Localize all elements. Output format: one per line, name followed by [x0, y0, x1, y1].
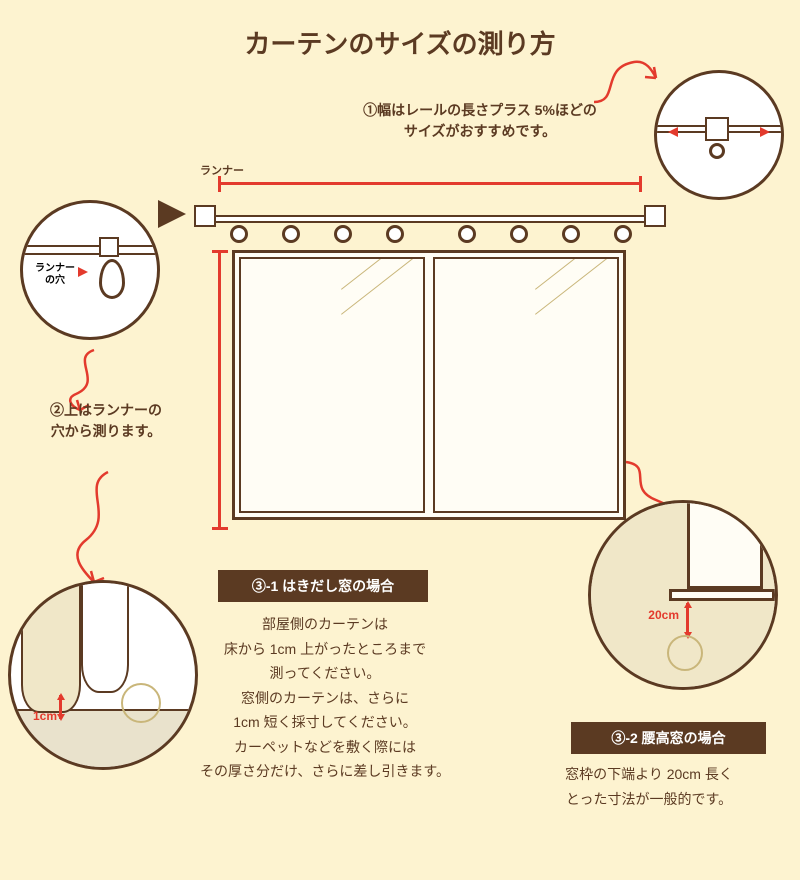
- sill-detail-circle: 20cm: [588, 500, 778, 690]
- floor-1cm-arrow-icon: [59, 695, 62, 719]
- instruction-1-line1: ①幅はレールの長さプラス 5%ほどの: [330, 100, 630, 121]
- runner-hole-label: ランナー の穴: [35, 263, 75, 287]
- runner-detail-ring: [99, 259, 125, 299]
- runner-detail-rail: [23, 245, 157, 255]
- curtain-ring: [386, 225, 404, 243]
- runner-detail-circle: ランナー の穴: [20, 200, 160, 340]
- runner-detail-runner: [99, 237, 119, 257]
- section-3-1-text: 部屋側のカーテンは 床から 1cm 上がったところまで 測ってください。 窓側の…: [160, 612, 490, 784]
- squiggle-arrow-top-right-icon: [590, 56, 660, 106]
- page-title: カーテンのサイズの測り方: [0, 0, 800, 61]
- rail-bracket-right: [644, 205, 666, 227]
- rail-end-bracket: [705, 117, 729, 141]
- runner-pointer-icon: [158, 200, 200, 228]
- squiggle-arrow-bottom-left-icon: [60, 470, 120, 588]
- floor-1cm-label: 1cm: [33, 709, 57, 723]
- p31-l2: 床から 1cm 上がったところまで: [160, 637, 490, 662]
- p31-l3: 測ってください。: [160, 661, 490, 686]
- runner-label: ランナー: [200, 162, 244, 178]
- curtain-ring: [458, 225, 476, 243]
- p31-l4: 窓側のカーテンは、さらに: [160, 686, 490, 711]
- curtain-ring: [614, 225, 632, 243]
- instruction-1-line2: サイズがおすすめです。: [330, 121, 630, 142]
- window-pane-left: [239, 257, 425, 513]
- runner-hole-label-l1: ランナー: [35, 263, 75, 275]
- curtain-rail: [205, 215, 655, 223]
- curtain-ring: [562, 225, 580, 243]
- curtain-ring: [334, 225, 352, 243]
- sill-20cm-arrow-icon: [686, 603, 689, 637]
- curtain-ring: [510, 225, 528, 243]
- rail-end-detail-circle: [654, 70, 784, 200]
- p31-l6: カーペットなどを敷く際には: [160, 735, 490, 760]
- section-3-2-tag: ③-2 腰高窓の場合: [571, 722, 766, 754]
- sill-20cm-label: 20cm: [648, 608, 679, 622]
- rail-end-arrow-left-icon: [663, 127, 678, 137]
- p32-l2: とった寸法が一般的です。: [518, 787, 780, 812]
- floor-detail-curtain-1: [21, 583, 81, 713]
- floor-detail-curtain-2: [81, 583, 129, 693]
- p31-l7: その厚さ分だけ、さらに差し引きます。: [160, 759, 490, 784]
- rail-end-ring: [709, 143, 725, 159]
- curtain-ring: [230, 225, 248, 243]
- section-3-2-text: 窓枠の下端より 20cm 長く とった寸法が一般的です。: [518, 762, 780, 811]
- rail-end-arrow-right-icon: [760, 127, 775, 137]
- instruction-2-line1: ②上はランナーの: [28, 400, 184, 421]
- window-frame: [232, 250, 626, 520]
- runner-hole-label-l2: の穴: [35, 275, 75, 287]
- width-measure-bar: [218, 182, 642, 185]
- section-3-1-tag: ③-1 はきだし窓の場合: [218, 570, 428, 602]
- p32-l1: 窓枠の下端より 20cm 長く: [518, 762, 780, 787]
- sill-window: [687, 503, 763, 589]
- instruction-2: ②上はランナーの 穴から測ります。: [28, 400, 184, 442]
- instruction-1: ①幅はレールの長さプラス 5%ほどの サイズがおすすめです。: [330, 100, 630, 142]
- window-pane-right: [433, 257, 619, 513]
- p31-l5: 1cm 短く採寸してください。: [160, 710, 490, 735]
- height-measure-bar: [218, 250, 221, 530]
- p31-l1: 部屋側のカーテンは: [160, 612, 490, 637]
- sill-tape-icon: [667, 635, 703, 671]
- curtain-ring: [282, 225, 300, 243]
- instruction-2-line2: 穴から測ります。: [28, 421, 184, 442]
- floor-tape-icon: [121, 683, 161, 723]
